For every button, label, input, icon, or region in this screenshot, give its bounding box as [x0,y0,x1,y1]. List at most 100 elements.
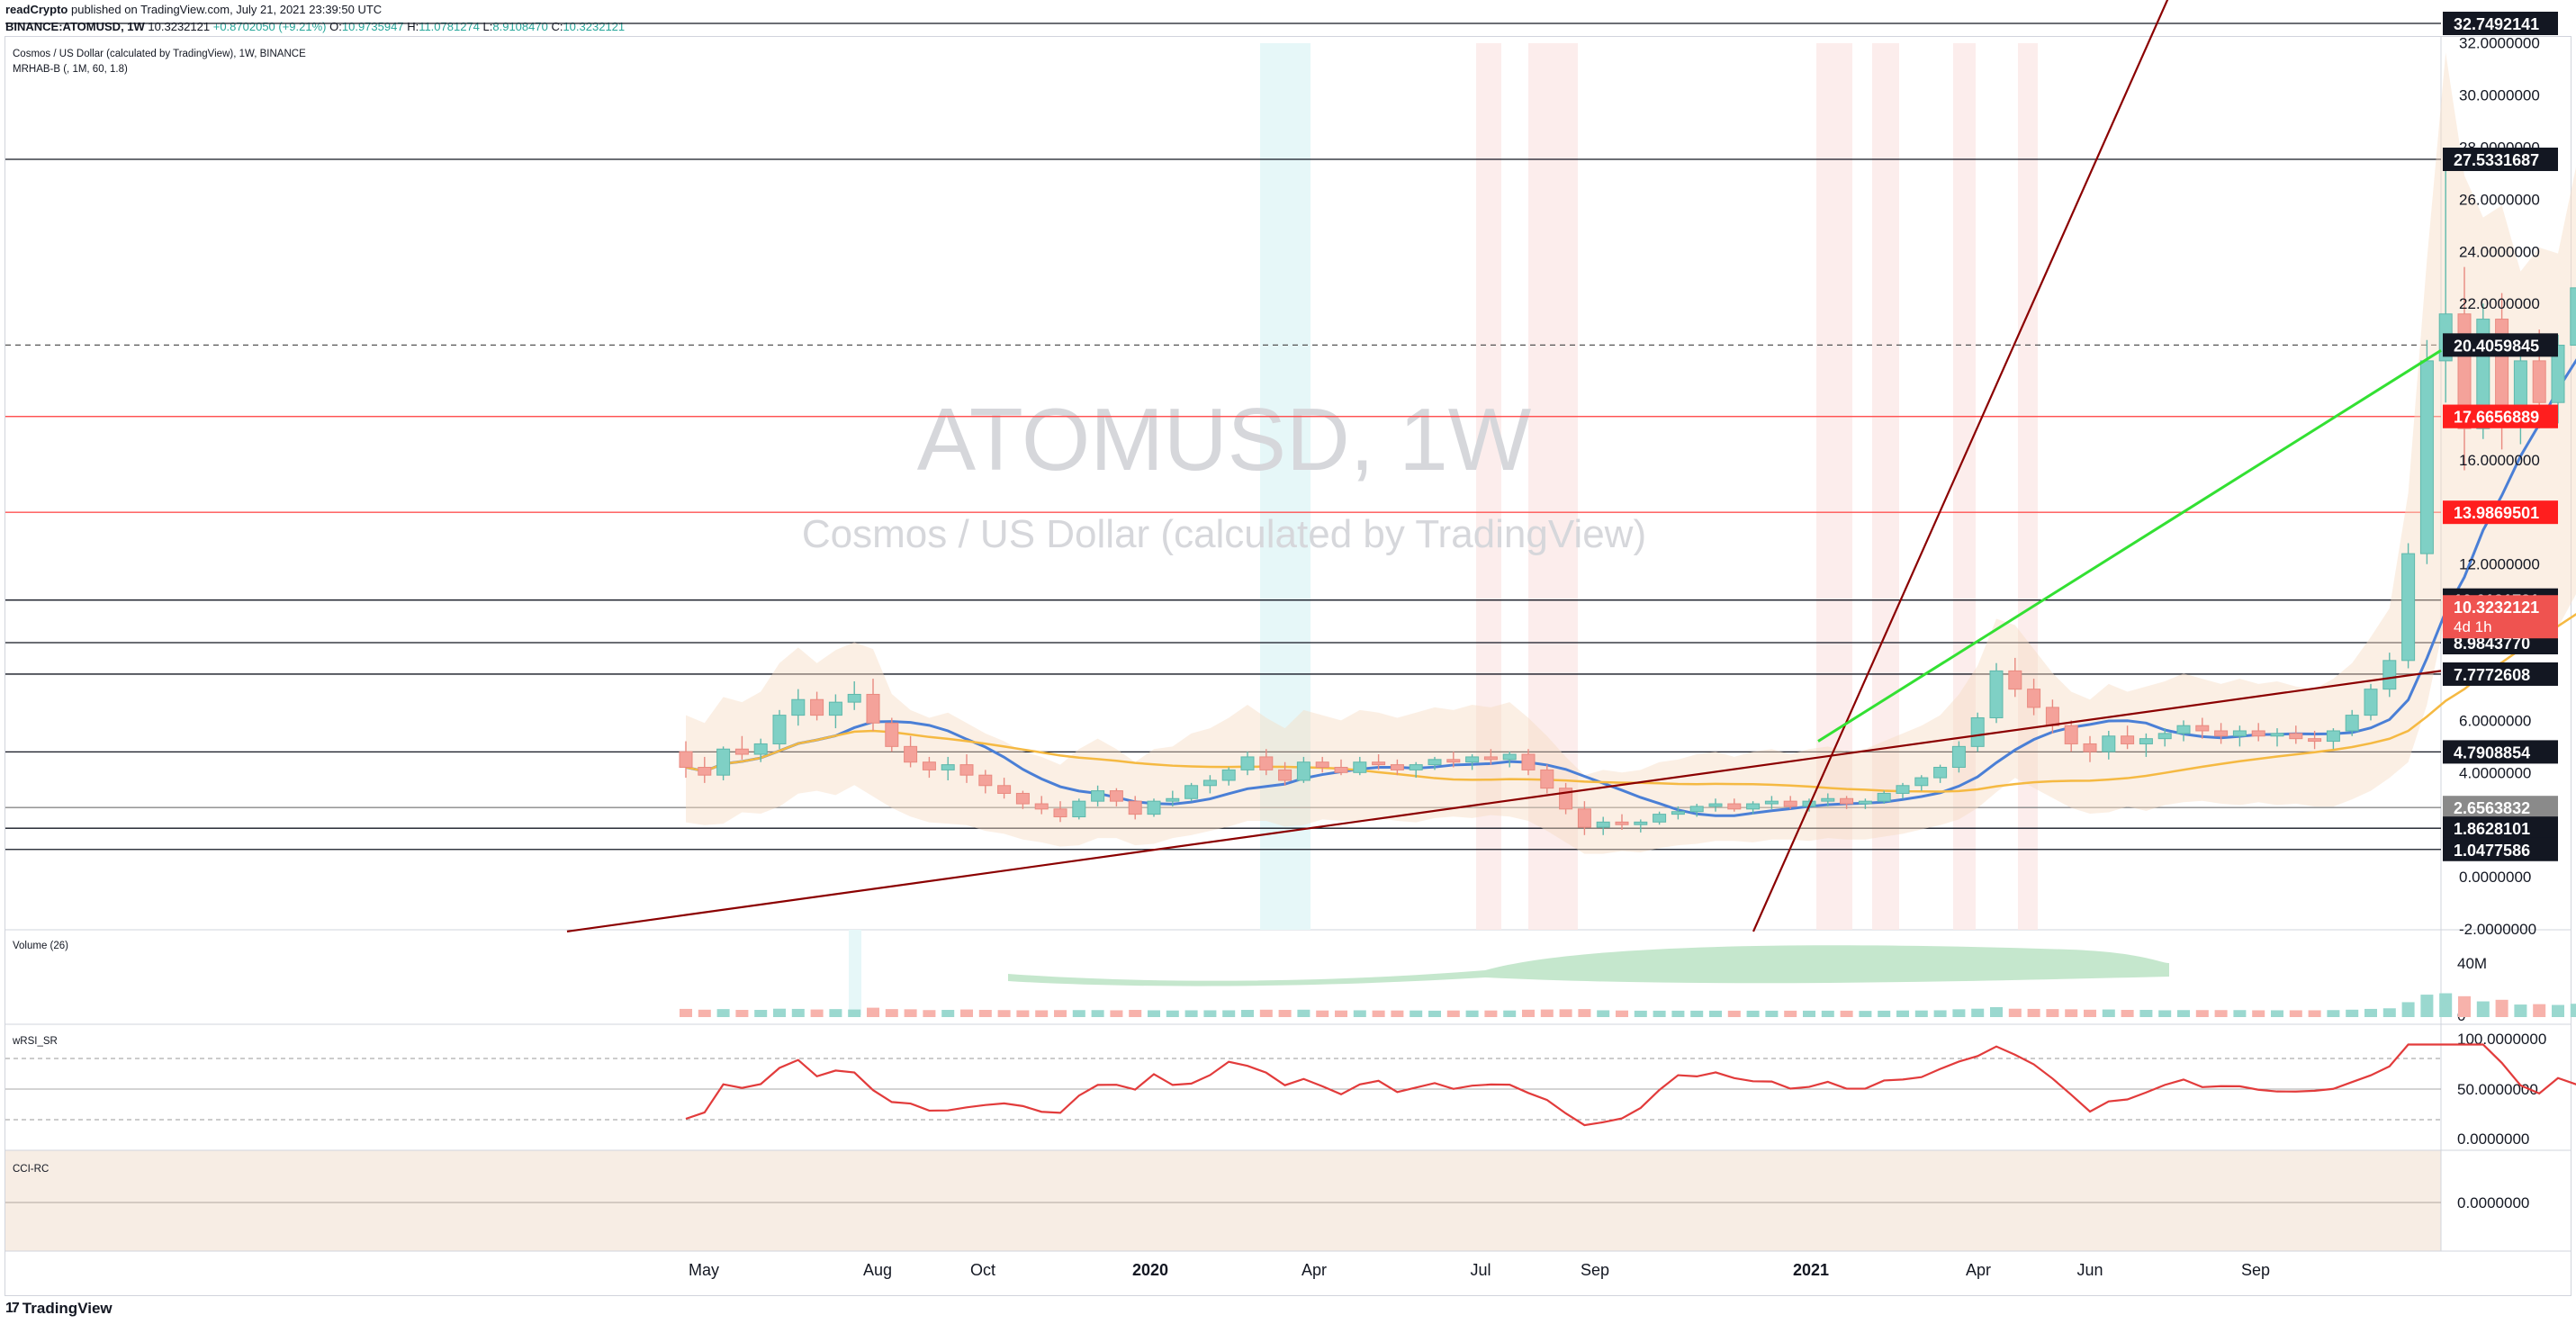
volume-bar [810,1009,824,1017]
publisher-name[interactable]: readCrypto [5,3,68,16]
candle-body [866,693,880,724]
volume-bar [1166,1010,1179,1017]
candle-body [2382,660,2397,690]
candle-body [1933,767,1948,779]
volume-bar [1465,1010,1479,1017]
candle-body [1671,811,1685,815]
candle-body [1221,769,1236,781]
candle-body [1184,785,1199,799]
candle-body [1615,821,1629,825]
level-badge-label: 32.7492141 [2454,15,2539,33]
level-badge-label: 17.6656889 [2454,409,2539,427]
candle-body [2232,730,2247,737]
volume-bar [1259,1009,1273,1017]
candle-body [1128,800,1142,815]
candle-body [791,698,806,716]
cci-legend[interactable]: CCI-RC [13,1164,49,1175]
candle-body [1483,756,1498,761]
rsi-axis-label: 0.0000000 [2457,1130,2529,1148]
candle-body [2176,725,2191,734]
volume-bar [2177,1010,2190,1017]
rsi-legend[interactable]: wRSI_SR [12,1036,58,1047]
volume-bar [867,1007,879,1017]
volume-bar [2084,1009,2096,1017]
candle-body [1708,803,1723,807]
candle-body [1821,797,1835,802]
pink-highlight-stripe [1872,43,1899,930]
price-tick-label: -2.0000000 [2459,921,2536,938]
candle-body [922,761,936,770]
volume-bar [2027,1008,2040,1017]
candle-body [679,751,693,769]
candle-body [1896,785,1910,794]
volume-bar [2458,995,2471,1017]
candle-body [2326,730,2340,743]
candle-body [2532,360,2546,403]
price-tick-label: 30.0000000 [2459,87,2540,104]
candle-body [810,698,824,716]
volume-bar [1016,1010,1030,1017]
level-badge-label: 7.7772608 [2454,666,2530,684]
candle-body [2308,738,2322,743]
volume-bar [2382,1008,2396,1017]
level-badge-label: 13.9869501 [2454,504,2539,522]
volume-bar [2514,1004,2527,1017]
candle-body [1315,761,1329,769]
volume-bar [829,1009,842,1017]
moving-average-slow [685,613,2576,793]
candle-body [1970,717,1985,747]
volume-bar [1840,1010,1853,1017]
volume-bar [2533,1004,2546,1017]
candle-body [1372,761,1386,766]
price-tick-label: 16.0000000 [2459,452,2540,469]
price-tick-label: 4.0000000 [2459,764,2531,781]
volume-pane: 40M0 [680,945,2576,1024]
volume-bar [1671,1010,1685,1017]
volume-bar [2008,1008,2022,1017]
time-tick-label: May [689,1261,719,1279]
volume-bar [754,1010,768,1017]
volume-bar [1503,1010,1517,1017]
volume-bar [1914,1010,1928,1017]
volume-bar [2214,1010,2228,1017]
candle-body [1764,800,1779,805]
candle-body [716,748,731,776]
volume-bar [2495,999,2508,1017]
price-tick-label: 6.0000000 [2459,712,2531,729]
candle-body [1634,821,1648,825]
candle-body [1653,814,1667,823]
candle-body [1540,769,1554,789]
pink-highlight-stripe [1816,43,1852,930]
volume-bar [1765,1010,1779,1017]
candle-body [1353,761,1367,773]
volume-bar [2121,1010,2134,1017]
main-legend-title[interactable]: Cosmos / US Dollar (calculated by Tradin… [13,49,306,59]
candle-body [1465,756,1480,763]
candle-body [1409,764,1423,770]
volume-bar [1410,1010,1423,1017]
candle-body [1259,756,1274,770]
candle-body [772,715,787,744]
candle-body [1034,803,1049,810]
candle-body [1240,756,1255,770]
volume-bar [978,1010,992,1017]
volume-bar [1933,1010,1947,1017]
volume-bar [1054,1010,1067,1017]
volume-bar [1184,1010,1198,1017]
candle-body [1428,759,1442,766]
volume-bar [1896,1010,1909,1017]
volume-legend[interactable]: Volume (26) [13,941,68,951]
price-axis: 36.000000034.000000032.000000030.0000000… [2459,35,2540,938]
cci-axis-label: 0.0000000 [2457,1194,2529,1211]
candle-body [2102,735,2116,752]
volume-bar [1578,1009,1591,1017]
level-badge [2443,837,2558,861]
volume-bar [2065,1009,2078,1017]
time-tick-label: Jun [2076,1261,2103,1279]
indicator-legend[interactable]: MRHAB-B (, 1M, 60, 1.8) [13,64,128,75]
volume-bar [1316,1010,1329,1017]
level-badge [2443,796,2558,820]
footer-brand[interactable]: 17 TradingView [5,1296,113,1321]
rsi-axis-label: 100.0000000 [2457,1031,2546,1048]
